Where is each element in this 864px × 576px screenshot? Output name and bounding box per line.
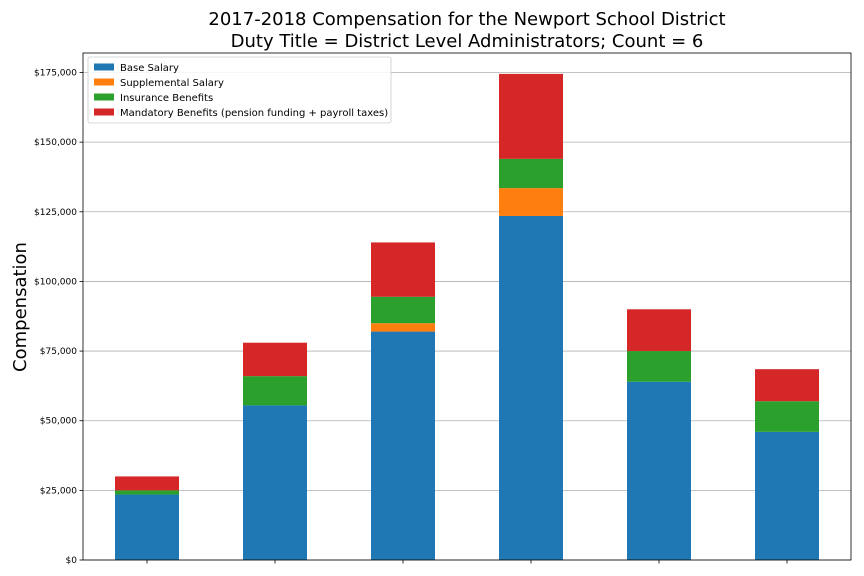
bar-segment-1-col-4 xyxy=(499,215,563,560)
chart-title: 2017-2018 Compensation for the Newport S… xyxy=(208,9,725,30)
bar-segment-2-col-4 xyxy=(499,188,563,216)
bar-segment-4-col-3 xyxy=(371,242,435,297)
bar-segment-2-col-3 xyxy=(371,323,435,332)
bar-segment-1-col-5 xyxy=(627,381,691,560)
y-tick-label: $50,000 xyxy=(40,417,77,427)
legend-swatch xyxy=(94,63,114,71)
legend-swatch xyxy=(94,108,114,116)
bar-segment-1-col-6 xyxy=(755,431,819,560)
plot-area-frame xyxy=(82,52,852,561)
y-axis-ticks: $0 $25,000 $50,000 $75,000 $100,000 $125,000 $… xyxy=(34,69,83,566)
bar-segment-3-col-4 xyxy=(499,158,563,189)
legend-label: Supplemental Salary xyxy=(120,78,224,89)
bar-segment-1-col-1 xyxy=(115,494,179,560)
legend-frame xyxy=(87,56,392,124)
bar-segment-1-col-2 xyxy=(243,405,307,560)
x-axis-ticks xyxy=(146,560,788,564)
chart-subtitle: Duty Title = District Level Administrato… xyxy=(231,31,704,52)
y-tick-label: $175,000 xyxy=(34,69,77,79)
legend-swatch xyxy=(94,93,114,101)
gridlines xyxy=(83,72,851,561)
y-axis-label: Compensation xyxy=(10,242,31,372)
bar-segment-3-col-3 xyxy=(371,296,435,324)
bar-segment-4-col-6 xyxy=(755,369,819,402)
bar-segment-4-col-1 xyxy=(115,476,179,491)
y-tick-label: $150,000 xyxy=(34,138,77,148)
legend: Base Salary Supplemental Salary Insurance … xyxy=(87,56,392,124)
bars xyxy=(115,73,819,560)
y-tick-label: $125,000 xyxy=(34,208,77,218)
bar-segment-3-col-1 xyxy=(115,490,179,495)
bar-segment-4-col-4 xyxy=(499,73,563,159)
y-tick-label: $25,000 xyxy=(40,486,77,496)
bar-segment-1-col-3 xyxy=(371,331,435,560)
legend-label: Base Salary xyxy=(120,63,179,74)
legend-label: Mandatory Benefits (pension funding + pa… xyxy=(120,108,388,119)
legend-swatch xyxy=(94,78,114,86)
bar-segment-4-col-5 xyxy=(627,309,691,352)
bar-segment-3-col-2 xyxy=(243,376,307,406)
bar-segment-3-col-5 xyxy=(627,351,691,382)
bar-segment-4-col-2 xyxy=(243,342,307,377)
bar-segment-3-col-6 xyxy=(755,401,819,432)
y-tick-label: $0 xyxy=(66,556,78,566)
y-tick-label: $100,000 xyxy=(34,277,77,287)
y-tick-label: $75,000 xyxy=(40,347,77,357)
legend-label: Insurance Benefits xyxy=(120,93,213,104)
